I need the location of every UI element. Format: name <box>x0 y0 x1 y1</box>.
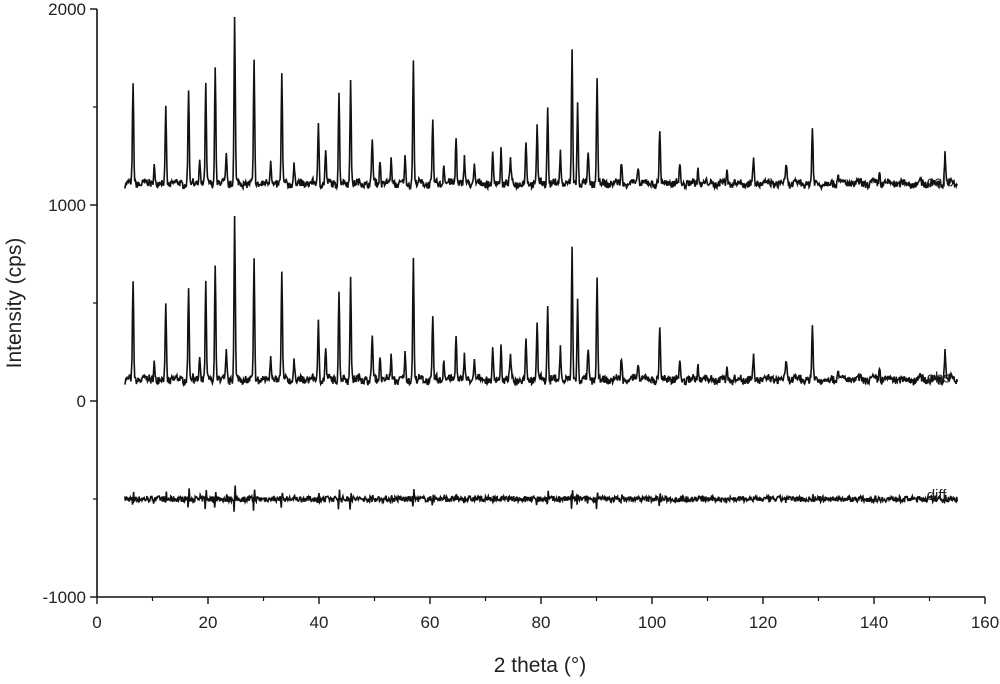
series-label-calc: calc <box>927 173 954 190</box>
series-line-obs <box>124 215 959 387</box>
x-axis-title: 2 theta (°) <box>494 654 586 677</box>
series-line-calc <box>124 16 959 192</box>
x-tick-label: 0 <box>92 613 101 632</box>
x-tick-label: 40 <box>310 613 329 632</box>
x-tick-label: 100 <box>638 613 666 632</box>
y-tick-label: 0 <box>77 392 86 411</box>
axes: 0 20 40 60 80 100 120 140 160 -1000 0 1000 2000 <box>43 0 1000 632</box>
x-tick-label: 140 <box>860 613 888 632</box>
x-tick-label: 60 <box>421 613 440 632</box>
x-tick-label: 120 <box>749 613 777 632</box>
y-axis-title: Intensity (cps) <box>3 238 26 369</box>
y-tick-label: -1000 <box>43 588 86 607</box>
series-layer: calc obs diff <box>124 16 959 512</box>
series-label-obs: obs <box>927 369 951 386</box>
x-tick-label: 160 <box>971 613 999 632</box>
series-label-diff: diff <box>927 487 948 504</box>
x-tick-label: 80 <box>532 613 551 632</box>
y-tick-label: 1000 <box>48 196 86 215</box>
y-tick-label: 2000 <box>48 0 86 19</box>
x-tick-label: 20 <box>199 613 218 632</box>
series-line-diff <box>124 485 959 512</box>
